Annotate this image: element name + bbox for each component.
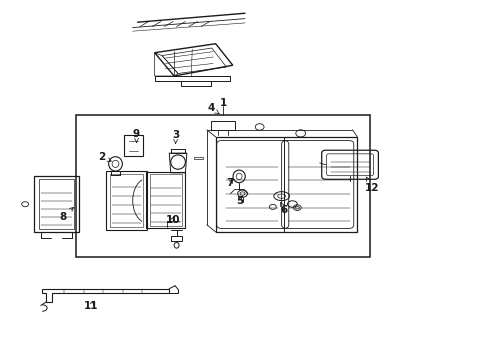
Text: 11: 11 — [84, 301, 98, 311]
Text: 8: 8 — [59, 207, 74, 221]
Bar — [211, 121, 235, 130]
Text: 9: 9 — [133, 129, 140, 142]
Bar — [34, 176, 79, 232]
Bar — [39, 179, 74, 229]
Bar — [76, 116, 369, 257]
Text: 7: 7 — [227, 178, 234, 188]
Bar — [106, 171, 147, 230]
Text: 1: 1 — [220, 98, 227, 108]
Bar — [124, 135, 144, 156]
Bar — [216, 137, 357, 232]
Text: 2: 2 — [98, 152, 111, 162]
Bar — [150, 174, 182, 226]
Text: 5: 5 — [237, 196, 244, 206]
Text: 3: 3 — [172, 130, 179, 143]
Bar — [147, 172, 185, 228]
Text: 12: 12 — [365, 177, 379, 193]
Text: 10: 10 — [166, 215, 180, 225]
Text: 6: 6 — [280, 202, 288, 216]
Text: 4: 4 — [207, 103, 220, 114]
Bar — [110, 174, 144, 227]
